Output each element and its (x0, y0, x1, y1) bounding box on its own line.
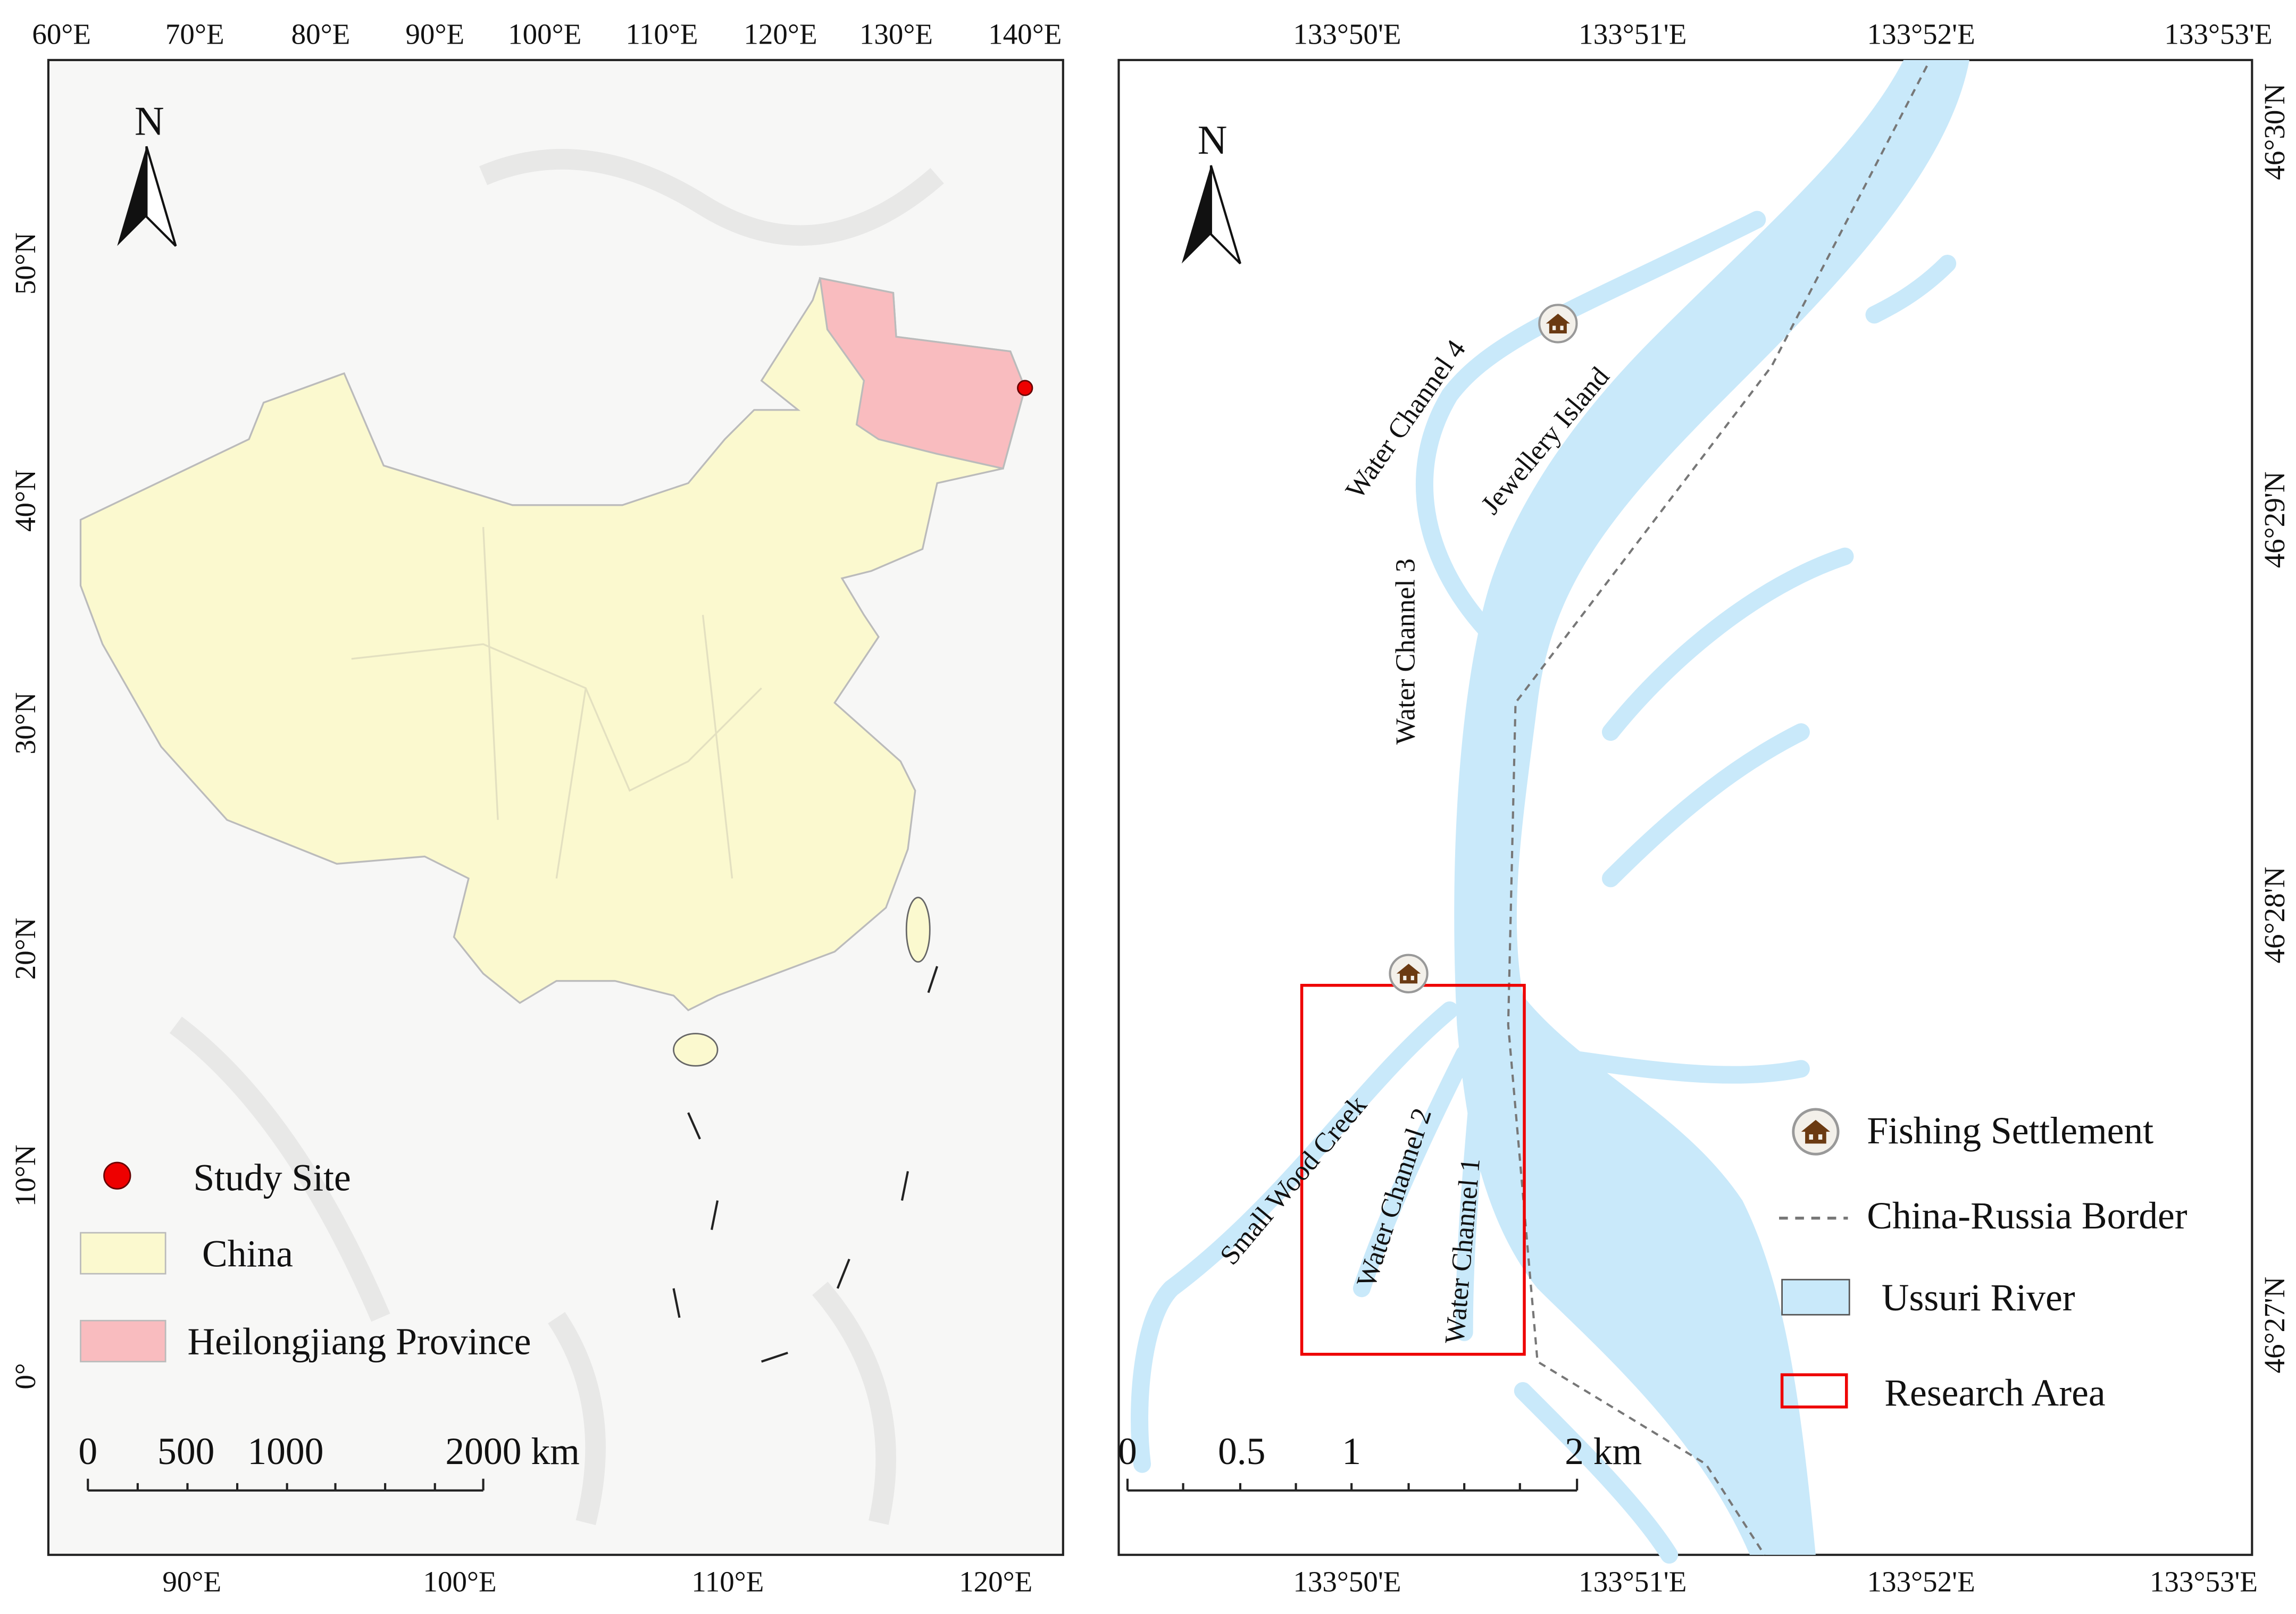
heilongjiang (819, 277, 1026, 470)
left-tick-label: 40°N (9, 470, 41, 532)
bottom-tick-label: 133°51'E (1579, 1566, 1686, 1598)
scale-bar (87, 1478, 485, 1492)
legend-label: Research Area (1884, 1372, 2105, 1414)
channels (1131, 211, 1957, 1564)
top-tick-label: 133°50'E (1293, 18, 1401, 51)
fishing-settlement (1539, 305, 1576, 342)
north-label: N (135, 98, 164, 144)
top-tick-label: 120°E (744, 18, 817, 51)
legend-label: China (202, 1233, 293, 1275)
top-tick-label: 100°E (508, 18, 581, 51)
bottom-tick-label: 133°50'E (1293, 1566, 1401, 1598)
top-tick-label: 140°E (988, 18, 1062, 51)
taiwan (905, 897, 931, 963)
legend-label: Heilongjiang Province (187, 1321, 531, 1363)
china (79, 277, 1026, 1011)
scale-label: 0 (78, 1431, 97, 1473)
legend-label: China-Russia Border (1867, 1195, 2188, 1237)
top-tick-label: 80°E (291, 18, 350, 51)
border (1507, 65, 1928, 1556)
right-tick-label: 46°30'N (2258, 83, 2291, 180)
bottom-tick-label: 133°53'E (2150, 1566, 2258, 1598)
left-tick-label: 10°N (9, 1144, 41, 1207)
bottom-tick-label: 133°52'E (1867, 1566, 1975, 1598)
top-tick-label: 110°E (625, 18, 698, 51)
bottom-tick-label: 100°E (423, 1566, 496, 1598)
legend-research (1780, 1373, 1848, 1409)
scale-bar (1126, 1478, 1579, 1492)
scale-label: 500 (157, 1431, 214, 1473)
top-tick-label: 133°51'E (1579, 18, 1686, 51)
province-borders (351, 527, 762, 879)
left-map: N (47, 58, 1064, 1556)
left-tick-label: 50°N (9, 232, 41, 295)
scale-label: 2000 km (445, 1431, 580, 1473)
scale-label: 2 km (1565, 1431, 1642, 1473)
scale-label: 1 (1342, 1431, 1361, 1473)
left-tick-label: 20°N (9, 918, 41, 980)
nine-dash-line (672, 966, 939, 1363)
right-tick-label: 46°27'N (2258, 1277, 2291, 1374)
north-label: N (1198, 117, 1228, 163)
right-map: N (1117, 58, 2253, 1564)
bottom-tick-label: 90°E (162, 1566, 221, 1598)
top-tick-label: 60°E (32, 18, 91, 51)
hainan (673, 1033, 719, 1067)
place-label: Water Channel 3 (1390, 558, 1421, 745)
bottom-tick-label: 120°E (959, 1566, 1032, 1598)
legend-label: Study Site (193, 1157, 350, 1199)
legend-fishing (1793, 1109, 1838, 1154)
legend-label: Fishing Settlement (1867, 1110, 2153, 1152)
top-tick-label: 133°53'E (2164, 18, 2272, 51)
bottom-tick-label: 110°E (691, 1566, 764, 1598)
top-tick-label: 70°E (165, 18, 224, 51)
left-tick-label: 30°N (9, 692, 41, 755)
top-tick-label: 130°E (859, 18, 933, 51)
legend-study-site (103, 1161, 131, 1190)
fishing-settlement (1390, 955, 1427, 992)
scale-label: 1000 (247, 1431, 323, 1473)
top-tick-label: 133°52'E (1867, 18, 1975, 51)
right-tick-label: 46°29'N (2258, 471, 2291, 568)
left-tick-label: 0° (9, 1363, 41, 1390)
legend-label: Ussuri River (1882, 1277, 2075, 1319)
right-tick-label: 46°28'N (2258, 867, 2291, 964)
scale-label: 0.5 (1218, 1431, 1265, 1473)
study-site (1017, 380, 1033, 396)
legend-river (1781, 1278, 1850, 1316)
legend-china (80, 1232, 166, 1275)
top-tick-label: 90°E (405, 18, 464, 51)
ussuri-river (1454, 60, 1969, 1555)
legend-heilongjiang (80, 1319, 166, 1362)
relief (169, 149, 944, 1525)
scale-label: 0 (1118, 1431, 1137, 1473)
